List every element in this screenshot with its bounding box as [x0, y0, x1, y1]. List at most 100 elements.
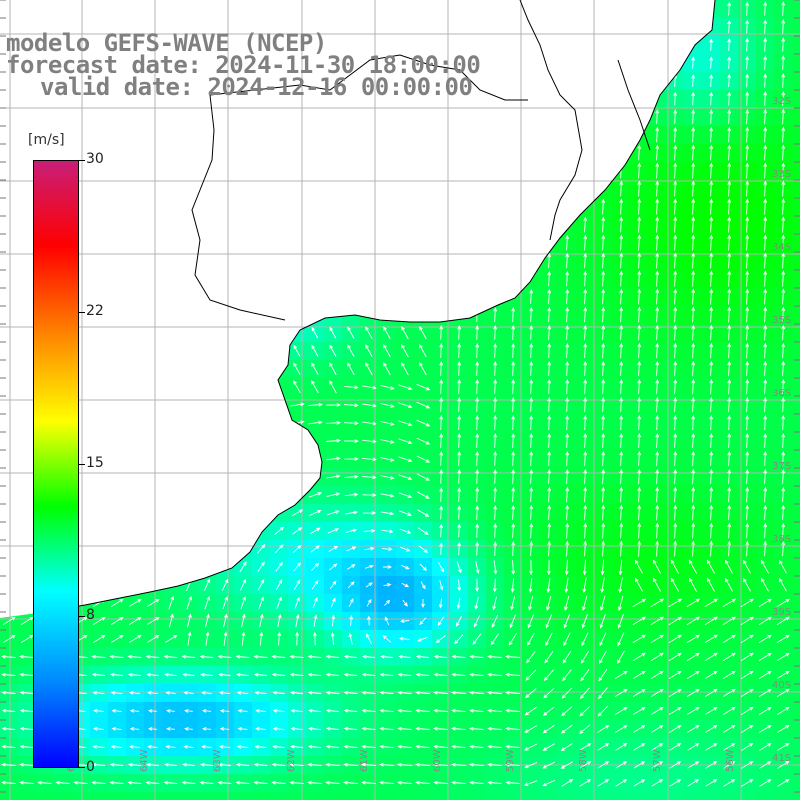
- wind-arrow: [619, 396, 624, 413]
- wind-arrow: [493, 505, 498, 520]
- wind-arrow: [505, 744, 520, 749]
- wind-arrow: [722, 598, 737, 608]
- wind-arrow: [235, 654, 250, 659]
- wind-arrow: [632, 652, 646, 662]
- wind-arrow: [511, 560, 516, 575]
- wind-arrow: [763, 73, 768, 88]
- wind-arrow: [637, 216, 642, 233]
- wind-arrow: [181, 654, 196, 659]
- wind-arrow: [415, 690, 430, 695]
- wind-arrow: [511, 540, 516, 557]
- wind-arrow: [1, 726, 16, 731]
- wind-arrow: [655, 324, 660, 341]
- wind-arrow: [475, 541, 480, 556]
- wind-arrow: [20, 634, 34, 643]
- wind-arrow: [597, 761, 610, 769]
- wind-arrow: [745, 37, 750, 52]
- wind-arrow: [691, 198, 696, 215]
- wind-arrow: [325, 726, 340, 731]
- wind-arrow: [655, 144, 660, 161]
- wind-arrow: [364, 546, 375, 551]
- wind-arrow: [704, 706, 718, 715]
- latitude-label: 37S: [772, 461, 791, 472]
- wind-arrow: [292, 544, 302, 553]
- wind-arrow: [781, 360, 786, 377]
- wind-arrow: [581, 632, 589, 647]
- wind-arrow: [781, 90, 786, 107]
- wind-arrow: [723, 724, 736, 733]
- wind-arrow: [451, 762, 466, 767]
- wind-arrow: [146, 762, 159, 767]
- wind-arrow: [637, 396, 642, 413]
- wind-arrow: [439, 379, 444, 394]
- wind-arrow: [236, 690, 249, 695]
- wind-arrow: [614, 706, 628, 715]
- wind-arrow: [290, 726, 303, 731]
- wind-arrow: [383, 362, 391, 376]
- wind-arrow: [487, 762, 502, 767]
- wind-arrow: [473, 615, 481, 628]
- wind-arrow: [758, 616, 772, 626]
- wind-arrow: [583, 360, 588, 377]
- wind-arrow: [398, 510, 412, 516]
- wind-arrow: [781, 270, 786, 287]
- wind-arrow: [524, 743, 538, 751]
- wind-arrow: [511, 451, 516, 466]
- wind-arrow: [637, 306, 642, 323]
- wind-arrow: [398, 654, 411, 659]
- wind-arrow: [525, 688, 537, 699]
- wind-arrow: [433, 780, 448, 785]
- wind-arrow: [380, 420, 395, 426]
- wind-arrow: [399, 619, 410, 624]
- wind-arrow: [763, 378, 768, 395]
- wind-arrow: [650, 598, 665, 608]
- wind-arrow: [239, 578, 247, 591]
- wind-arrow: [601, 432, 606, 449]
- coastline: [44, 0, 716, 613]
- wind-arrow: [651, 779, 664, 787]
- wind-arrow: [632, 706, 646, 715]
- wind-arrow: [781, 378, 786, 395]
- wind-arrow: [366, 633, 372, 644]
- wind-arrow: [632, 616, 647, 626]
- wind-arrow: [329, 380, 337, 394]
- wind-arrow: [742, 577, 751, 592]
- wind-arrow: [439, 415, 444, 430]
- wind-arrow: [439, 343, 444, 358]
- wind-arrow: [565, 397, 570, 412]
- wind-arrow: [290, 690, 303, 695]
- wind-arrow: [781, 55, 786, 70]
- wind-arrow: [668, 598, 683, 608]
- wind-arrow: [415, 744, 430, 749]
- wind-arrow: [583, 378, 588, 395]
- wind-arrow: [165, 690, 176, 695]
- wind-arrow: [199, 780, 214, 785]
- wind-arrow: [709, 270, 714, 287]
- wind-arrow: [511, 343, 516, 358]
- longitude-label: 60W: [432, 749, 443, 772]
- wind-arrow: [763, 37, 768, 52]
- wind-arrow: [704, 616, 718, 626]
- colorbar-legend: [m/s] 30 22 15 8 0: [0, 118, 110, 778]
- wind-arrow: [19, 780, 34, 785]
- wind-arrow: [147, 726, 158, 731]
- wind-arrow: [168, 613, 174, 628]
- wind-arrow: [691, 216, 696, 233]
- wind-arrow: [741, 761, 754, 769]
- wind-arrow: [271, 672, 286, 677]
- wind-arrow: [380, 384, 395, 390]
- wind-arrow: [727, 306, 732, 323]
- wind-arrow: [598, 669, 608, 682]
- wind-arrow: [779, 559, 787, 574]
- wind-arrow: [128, 744, 141, 749]
- wind-arrow: [542, 706, 555, 716]
- wind-arrow: [439, 325, 444, 340]
- wind-arrow: [237, 708, 248, 713]
- colorbar-units: [m/s]: [28, 132, 65, 148]
- wind-arrow: [365, 326, 373, 340]
- wind-arrow: [397, 726, 412, 731]
- wind-arrow: [527, 632, 535, 646]
- wind-arrow: [433, 762, 448, 767]
- wind-arrow: [565, 252, 570, 269]
